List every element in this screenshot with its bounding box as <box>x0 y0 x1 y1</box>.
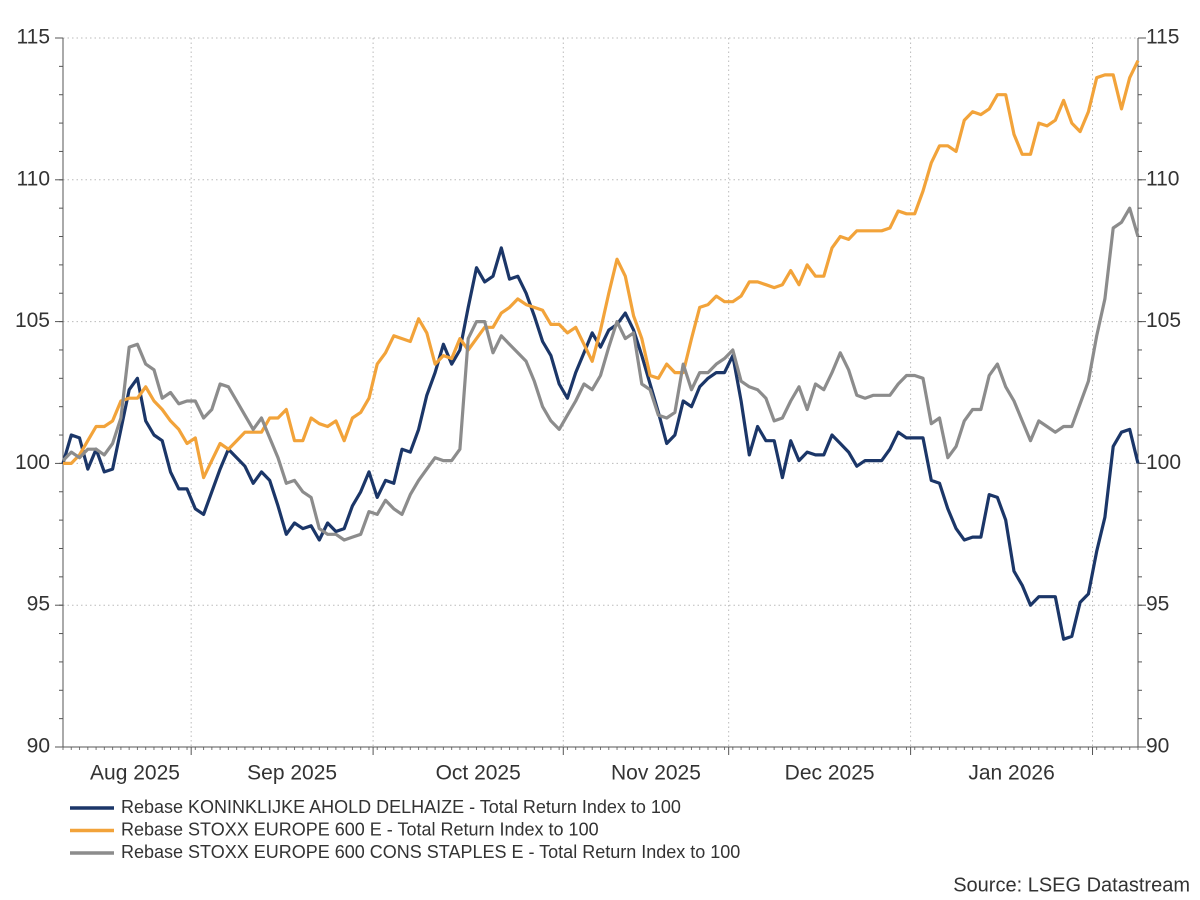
x-tick-label: Dec 2025 <box>785 762 875 785</box>
y2-tick-label: 115 <box>1146 26 1179 49</box>
series-line <box>61 246 1140 641</box>
source: Source: LSEG Datastream <box>953 874 1190 896</box>
y2-tick-label: 110 <box>1146 167 1179 190</box>
y-tick-label: 115 <box>17 26 50 49</box>
x-tick-label: Sep 2025 <box>247 762 337 785</box>
y2-tick-label: 90 <box>1146 735 1169 758</box>
y-tick-label: 105 <box>15 309 50 332</box>
legend-label: Rebase STOXX EUROPE 600 CONS STAPLES E -… <box>121 842 740 862</box>
y-tick-label: 100 <box>15 451 50 474</box>
legend-label: Rebase KONINKLIJKE AHOLD DELHAIZE - Tota… <box>121 797 681 817</box>
y-tick-label: 95 <box>27 593 50 616</box>
y-tick-label: 90 <box>27 735 50 758</box>
y-tick-label: 110 <box>17 167 50 190</box>
x-tick-label: Nov 2025 <box>611 762 701 785</box>
x-tick-label: Oct 2025 <box>436 762 521 785</box>
y2-tick-label: 100 <box>1146 451 1181 474</box>
x-tick-label: Jan 2026 <box>968 762 1054 785</box>
y2-tick-label: 105 <box>1146 309 1181 332</box>
legend-label: Rebase STOXX EUROPE 600 E - Total Return… <box>121 819 599 839</box>
x-tick-label: Aug 2025 <box>90 762 180 785</box>
series-line <box>61 206 1140 542</box>
series-line <box>63 59 1140 480</box>
y2-tick-label: 95 <box>1146 593 1169 616</box>
